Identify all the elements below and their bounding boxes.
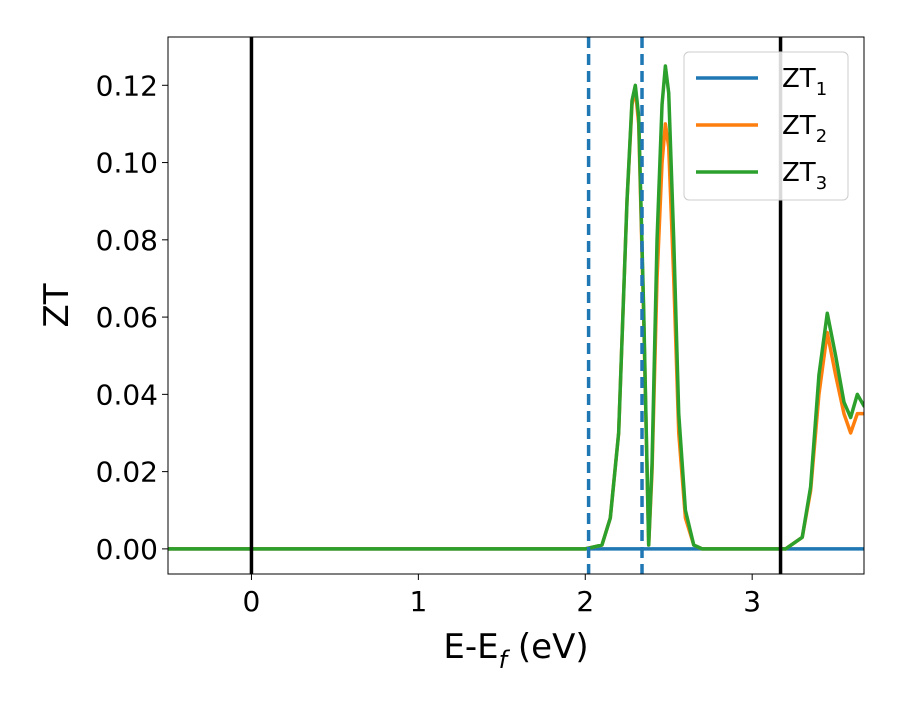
legend-label: ZT2 xyxy=(782,111,827,147)
y-tick-label: 0.00 xyxy=(96,533,158,566)
x-tick-label: 1 xyxy=(409,585,427,618)
legend-label: ZT3 xyxy=(782,158,827,194)
x-tick-label: 0 xyxy=(243,585,261,618)
axis-ticks: 0 1 2 3 0.00 0.02 0.04 0.06 0.08 0.10 0.12 xyxy=(96,69,761,618)
y-tick-label: 0.10 xyxy=(96,147,158,180)
plot-area xyxy=(168,37,864,574)
series-line-zt3 xyxy=(168,64,864,551)
legend-box xyxy=(683,51,849,201)
axis-labels: E-Ef (eV) ZT xyxy=(37,283,589,674)
x-tick-label: 3 xyxy=(743,585,761,618)
y-tick-label: 0.08 xyxy=(96,224,158,257)
x-tick-label: 2 xyxy=(576,585,594,618)
x-axis-label: E-Ef (eV) xyxy=(443,627,588,674)
y-axis-label: ZT xyxy=(37,283,77,327)
y-tick-label: 0.12 xyxy=(96,69,158,102)
y-tick-label: 0.02 xyxy=(96,456,158,489)
y-tick-label: 0.06 xyxy=(96,301,158,334)
legend: ZT1 ZT2 ZT3 xyxy=(683,51,849,201)
y-tick-label: 0.04 xyxy=(96,378,158,411)
plot-frame xyxy=(167,36,865,575)
legend-label: ZT1 xyxy=(782,64,827,100)
